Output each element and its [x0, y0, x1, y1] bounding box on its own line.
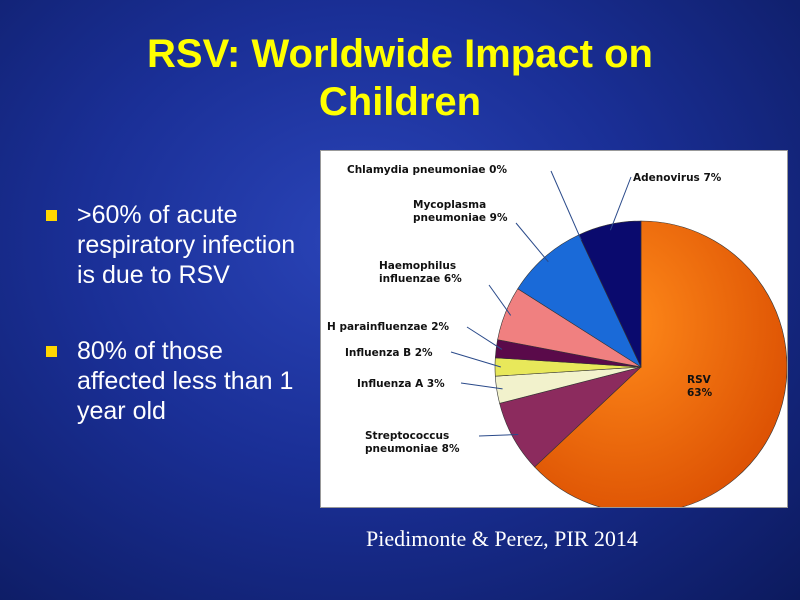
pie-slice-label: Influenza A 3%	[357, 378, 445, 390]
pie-leader-line	[488, 284, 512, 316]
pie-slice-label: Haemophilus influenzae 6%	[379, 260, 462, 285]
square-bullet-icon	[46, 346, 57, 357]
pie-leader-line	[515, 222, 549, 263]
pie-slice-label: Streptococcus pneumoniae 8%	[365, 430, 460, 455]
pie-leader-line	[550, 170, 582, 241]
pie-slice-label: RSV 63%	[687, 374, 713, 399]
pie-chart: RSV 63% Streptococcus pneumoniae 8% Influenz…	[327, 164, 787, 507]
pie-leader-line	[478, 434, 519, 437]
pie-slice-label: Influenza B 2%	[345, 347, 433, 359]
bullet-text: >60% of acute respiratory infection is d…	[77, 201, 296, 289]
pie-chart-panel: RSV 63% Streptococcus pneumoniae 8% Influenz…	[320, 150, 788, 508]
pie-leader-line	[466, 326, 503, 350]
bullet-item: 80% of those affected less than 1 year o…	[46, 336, 306, 426]
pie-leader-line	[609, 176, 632, 231]
citation: Piedimonte & Perez, PIR 2014	[366, 526, 638, 551]
square-bullet-icon	[46, 210, 57, 221]
pie-leader-line	[460, 382, 503, 390]
pie-slice-label: Mycoplasma pneumoniae 9%	[413, 199, 508, 224]
pie-slice-label: Chlamydia pneumoniae 0%	[347, 164, 507, 176]
pie-slice-label: H parainfluenzae 2%	[327, 321, 450, 333]
pie-slice-label: Adenovirus 7%	[633, 172, 722, 184]
bullet-text: 80% of those affected less than 1 year o…	[77, 337, 294, 425]
slide-title: RSV: Worldwide Impact on Children	[40, 30, 760, 126]
bullet-item: >60% of acute respiratory infection is d…	[46, 200, 306, 290]
slide-title-line-2: Children	[318, 80, 482, 124]
bullet-list: >60% of acute respiratory infection is d…	[46, 200, 306, 472]
slide-title-line-1: RSV: Worldwide Impact on	[147, 32, 653, 76]
pie-leader-line	[450, 351, 501, 368]
pie-slice	[534, 220, 787, 507]
